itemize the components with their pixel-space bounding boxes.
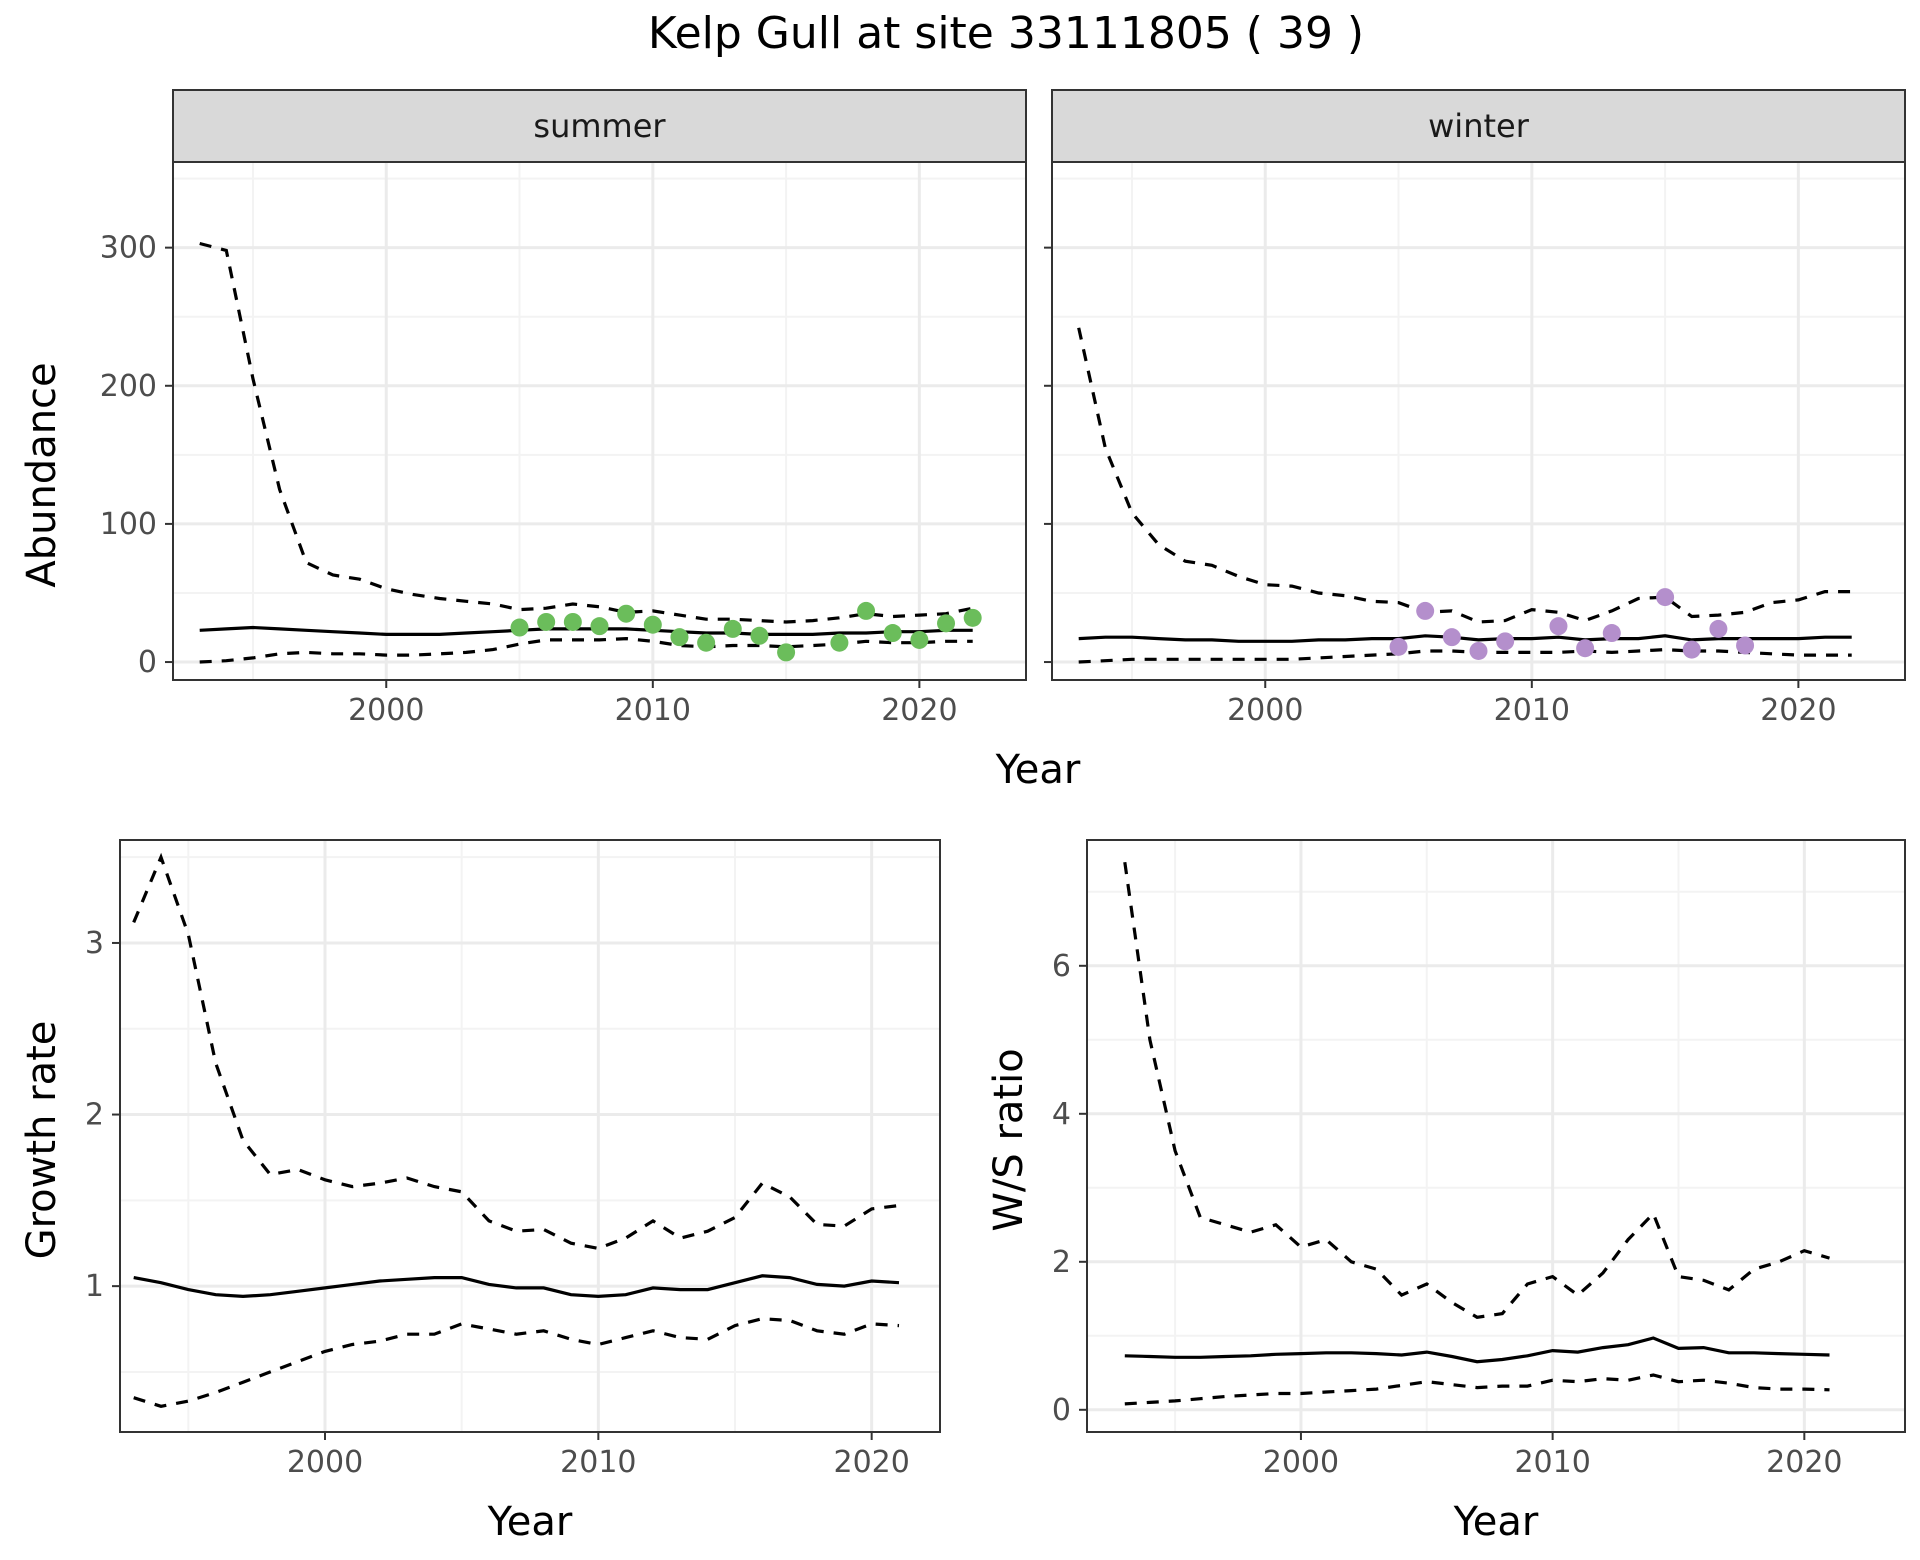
observation-point [963, 608, 982, 627]
series-upper-bound [1077, 327, 1852, 624]
y-tick-label: 6 [1052, 949, 1071, 984]
y-tick-label: 2 [1052, 1245, 1071, 1280]
x-axis-title-growth: Year [487, 1499, 573, 1545]
plot-background [1087, 840, 1905, 1432]
x-tick-label: 2000 [1227, 693, 1303, 728]
observation-point [1496, 632, 1515, 651]
panel-summer: summer 2000 2010 2020 0 100 200 300 [100, 89, 1027, 728]
observation-point [1709, 619, 1728, 638]
observation-point [1442, 628, 1461, 647]
y-axis-title-abundance: Abundance [19, 362, 65, 587]
x-tick-label: 2020 [881, 693, 957, 728]
x-tick-label: 2020 [1766, 1445, 1842, 1480]
panel-ws-ratio: 2000 2010 2020 0 2 4 6 [1052, 839, 1906, 1480]
observation-point [910, 630, 929, 649]
observation-point [537, 612, 556, 631]
series-estimate [1124, 1336, 1830, 1364]
y-tick-label: 1 [85, 1269, 104, 1304]
series-upper-bound [1123, 861, 1830, 1319]
y-axis-title-ratio: W/S ratio [986, 1048, 1032, 1231]
observation-point [697, 633, 716, 652]
observation-point [1656, 588, 1675, 607]
plot-background [120, 840, 940, 1432]
observation-point [723, 619, 742, 638]
x-tick-label: 2010 [1494, 693, 1570, 728]
y-tick-label: 4 [1052, 1097, 1071, 1132]
observation-point [937, 614, 956, 633]
strip-summer [172, 89, 1027, 163]
observation-point [510, 618, 529, 637]
strip-label-winter: winter [1428, 107, 1530, 145]
series-estimate [1078, 634, 1852, 643]
observation-point [830, 633, 849, 652]
observation-point [883, 624, 902, 643]
observation-point [1736, 636, 1755, 655]
observation-point [1549, 617, 1568, 636]
x-tick-label: 2010 [615, 693, 691, 728]
observation-point [563, 612, 582, 631]
y-tick-label: 0 [1052, 1393, 1071, 1428]
x-tick-label: 2020 [1760, 693, 1836, 728]
y-tick-label: 100 [100, 507, 157, 542]
strip-label-summer: summer [533, 107, 666, 145]
panel-growth-rate: 2000 2010 2020 1 2 3 [85, 839, 941, 1480]
panel-border [1051, 161, 1906, 681]
y-tick-label: 300 [100, 231, 157, 266]
x-tick-label: 2000 [1263, 1445, 1339, 1480]
observation-point [1576, 639, 1595, 658]
x-tick-label: 2010 [560, 1445, 636, 1480]
panel-winter: winter 2000 2010 2020 [1044, 89, 1906, 728]
observation-point [750, 626, 769, 645]
observation-point [617, 604, 636, 623]
panel-border [172, 161, 1027, 681]
observation-point [1469, 641, 1488, 660]
x-tick-label: 2020 [833, 1445, 909, 1480]
y-tick-label: 3 [85, 926, 104, 961]
observation-point [1416, 601, 1435, 620]
figure-title: Kelp Gull at site 33111805 ( 39 ) [648, 8, 1364, 59]
series-lower-bound [1078, 647, 1852, 664]
observation-point [643, 615, 662, 634]
y-tick-label: 2 [85, 1098, 104, 1133]
observation-point [777, 643, 796, 662]
x-tick-label: 2000 [287, 1445, 363, 1480]
panel-border [1086, 839, 1906, 1433]
panel-border [119, 839, 941, 1433]
series-estimate [199, 625, 973, 636]
y-tick-label: 200 [100, 369, 157, 404]
series-lower-bound [1124, 1373, 1830, 1406]
plot-background [173, 162, 1026, 680]
series-upper-bound [199, 241, 974, 624]
series-estimate [133, 1274, 900, 1299]
series-lower-bound [133, 1317, 900, 1408]
observation-point [1682, 640, 1701, 659]
observation-point [857, 601, 876, 620]
x-tick-label: 2010 [1514, 1445, 1590, 1480]
x-tick-label: 2000 [348, 693, 424, 728]
y-axis-title-growth: Growth rate [19, 1021, 65, 1260]
x-axis-title-top: Year [995, 747, 1081, 793]
observation-point [670, 628, 689, 647]
x-axis-title-ratio: Year [1453, 1499, 1539, 1545]
observation-point [1389, 637, 1408, 656]
strip-winter [1051, 89, 1906, 163]
y-tick-label: 0 [138, 645, 157, 680]
series-upper-bound [132, 852, 900, 1251]
observation-point [590, 617, 609, 636]
observation-point [1602, 624, 1621, 643]
